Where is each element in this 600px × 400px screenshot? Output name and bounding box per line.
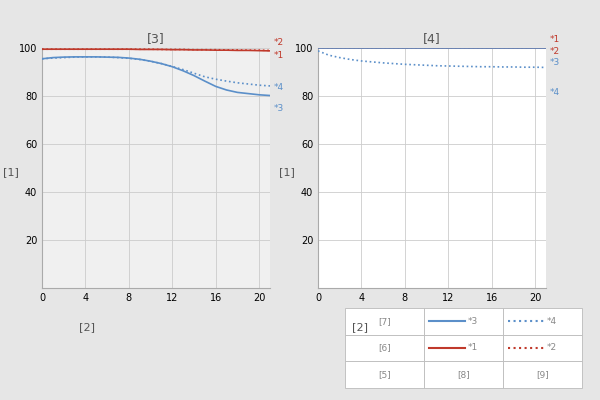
Bar [424,335,503,361]
Title: [4]: [4] [423,32,441,46]
Text: [8]: [8] [457,370,470,379]
Text: *3: *3 [467,317,478,326]
Text: *4: *4 [547,317,557,326]
Text: *3: *3 [550,58,560,67]
Title: [3]: [3] [147,32,165,46]
Text: [1]: [1] [279,167,295,177]
Bar [345,335,424,361]
Text: [1]: [1] [3,167,19,177]
Text: *3: *3 [274,104,284,113]
Text: [2]: [2] [79,322,95,332]
Text: [2]: [2] [352,322,368,332]
Text: [9]: [9] [536,370,549,379]
Bar [345,308,424,335]
Bar [424,308,503,335]
Bar [345,361,424,388]
Text: *4: *4 [274,83,284,92]
Text: *2: *2 [550,46,560,56]
Text: [5]: [5] [378,370,391,379]
Text: *1: *1 [274,51,284,60]
Bar [503,335,582,361]
Text: [6]: [6] [378,344,391,352]
Text: *2: *2 [274,38,284,47]
Bar [424,361,503,388]
Bar [503,361,582,388]
Text: [7]: [7] [378,317,391,326]
Text: *1: *1 [467,344,478,352]
Bar [503,308,582,335]
Text: *4: *4 [550,88,560,97]
Text: *1: *1 [550,36,560,44]
Text: *2: *2 [547,344,557,352]
